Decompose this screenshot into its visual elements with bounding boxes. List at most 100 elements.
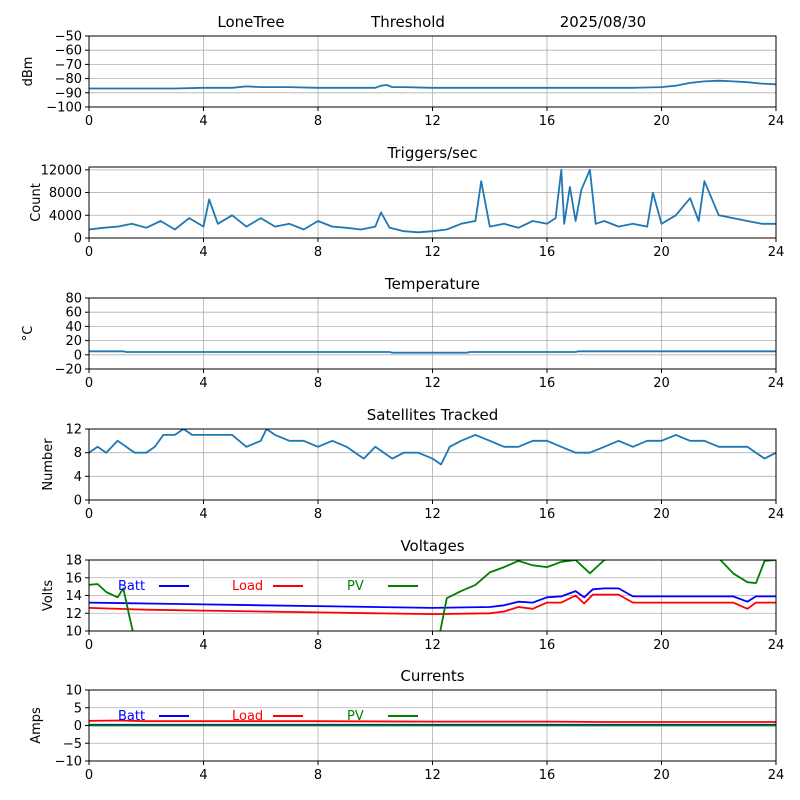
y-tick-label: 0 <box>74 494 82 509</box>
x-tick-label: 8 <box>314 768 322 783</box>
y-axis-label: Count <box>29 183 44 222</box>
x-tick-label: 20 <box>653 768 670 783</box>
x-tick-label: 16 <box>539 114 556 129</box>
y-axis-label: °C <box>21 326 36 342</box>
y-tick-label: 8000 <box>49 186 82 201</box>
panel-triggers: 0 4 8 12 16 20 24 0 4000 8000 12000 Triggers/sec Cou… <box>29 144 784 260</box>
panel-currents: 0 4 8 12 16 20 24 −10 −5 0 5 10 Currents Amps Batt Load… <box>29 667 784 783</box>
series-line-satellites <box>89 429 776 466</box>
legend-label-batt: Batt <box>118 579 145 594</box>
grid <box>88 428 777 501</box>
x-tick-label: 12 <box>424 638 441 653</box>
panel-voltages: 0 4 8 12 16 20 24 10 12 14 16 18 Voltages Volts Batt Lo… <box>41 537 785 653</box>
series-group <box>89 429 776 466</box>
panel-title: Currents <box>400 667 464 685</box>
site-name: LoneTree <box>217 13 284 31</box>
legend: Batt Load PV <box>118 579 418 594</box>
y-tick-label: 10 <box>65 684 82 699</box>
legend-label-pv: PV <box>347 579 364 594</box>
x-tick-label: 0 <box>85 245 93 260</box>
y-tick-label: −5 <box>63 737 82 752</box>
series-line-temperature <box>89 350 776 354</box>
x-tick-label: 20 <box>653 245 670 260</box>
y-tick-label: −100 <box>46 101 82 116</box>
x-tick-label: 12 <box>424 245 441 260</box>
y-tick-label: −10 <box>55 755 82 770</box>
x-tick-label: 16 <box>539 638 556 653</box>
series-line-batt <box>89 587 776 609</box>
x-tick-label: 4 <box>199 245 207 260</box>
grid <box>88 167 777 239</box>
x-tick-label: 8 <box>314 114 322 129</box>
panel-title: Triggers/sec <box>387 144 478 162</box>
legend-label-load: Load <box>232 579 263 594</box>
y-tick-label: 4000 <box>49 209 82 224</box>
panel-title: Satellites Tracked <box>367 406 498 424</box>
x-tick-label: 8 <box>314 376 322 391</box>
x-tick-label: 20 <box>653 638 670 653</box>
y-axis-label: Amps <box>29 707 44 744</box>
x-tick-label: 24 <box>768 245 785 260</box>
y-tick-label: 0 <box>74 232 82 247</box>
x-tick-label: 4 <box>199 768 207 783</box>
y-axis-label: dBm <box>21 57 36 87</box>
y-axis-label: Number <box>41 438 56 491</box>
legend: Batt Load PV <box>118 709 418 724</box>
x-tick-label: 16 <box>539 507 556 522</box>
y-axis-label: Volts <box>41 580 56 612</box>
x-tick-label: 16 <box>539 376 556 391</box>
x-tick-label: 24 <box>768 507 785 522</box>
y-tick-label: 10 <box>65 625 82 640</box>
y-tick-label: −20 <box>55 363 82 378</box>
grid <box>88 35 777 108</box>
x-tick-label: 0 <box>85 638 93 653</box>
x-tick-label: 12 <box>424 376 441 391</box>
x-tick-label: 4 <box>199 507 207 522</box>
series-group <box>89 79 776 90</box>
y-tick-label: 0 <box>74 348 82 363</box>
panel-satellites: 0 4 8 12 16 20 24 0 4 8 12 Satellites Tracked Number <box>41 406 784 522</box>
x-tick-label: 4 <box>199 638 207 653</box>
series-group <box>89 719 776 727</box>
y-tick-label: −50 <box>55 30 82 45</box>
header: LoneTree Threshold 2025/08/30 <box>217 13 646 31</box>
series-group <box>89 350 776 354</box>
y-tick-label: −80 <box>55 72 82 87</box>
x-tick-label: 20 <box>653 507 670 522</box>
x-tick-label: 4 <box>199 376 207 391</box>
panel-title: Voltages <box>400 537 464 555</box>
y-tick-label: −90 <box>55 86 82 101</box>
y-tick-label: 16 <box>65 571 82 586</box>
legend-label-batt: Batt <box>118 709 145 724</box>
y-tick-label: 60 <box>65 306 82 321</box>
series-line-triggers <box>89 168 776 234</box>
x-tick-label: 12 <box>424 768 441 783</box>
series-line-pv <box>89 560 776 631</box>
y-tick-label: 0 <box>74 719 82 734</box>
x-tick-label: 0 <box>85 507 93 522</box>
y-tick-label: 18 <box>65 554 82 569</box>
series-group <box>89 560 776 631</box>
y-tick-label: 40 <box>65 320 82 335</box>
legend-label-pv: PV <box>347 709 364 724</box>
grid <box>88 297 777 370</box>
x-tick-label: 0 <box>85 376 93 391</box>
panel-dbm: 0 4 8 12 16 20 24 −100−90−80−70−60−50 dBm <box>21 30 784 130</box>
y-tick-label: 12000 <box>41 163 82 178</box>
x-tick-label: 16 <box>539 245 556 260</box>
x-tick-label: 20 <box>653 376 670 391</box>
y-tick-label: 4 <box>74 470 82 485</box>
x-tick-label: 4 <box>199 114 207 129</box>
y-tick-label: 14 <box>65 589 82 604</box>
x-tick-label: 0 <box>85 768 93 783</box>
y-tick-label: −70 <box>55 58 82 73</box>
y-tick-label: 12 <box>65 607 82 622</box>
x-tick-label: 20 <box>653 114 670 129</box>
series-group <box>89 168 776 234</box>
panel-title: Temperature <box>384 275 480 293</box>
y-tick-label: 80 <box>65 292 82 307</box>
series-line-load <box>89 593 776 615</box>
x-tick-label: 24 <box>768 638 785 653</box>
